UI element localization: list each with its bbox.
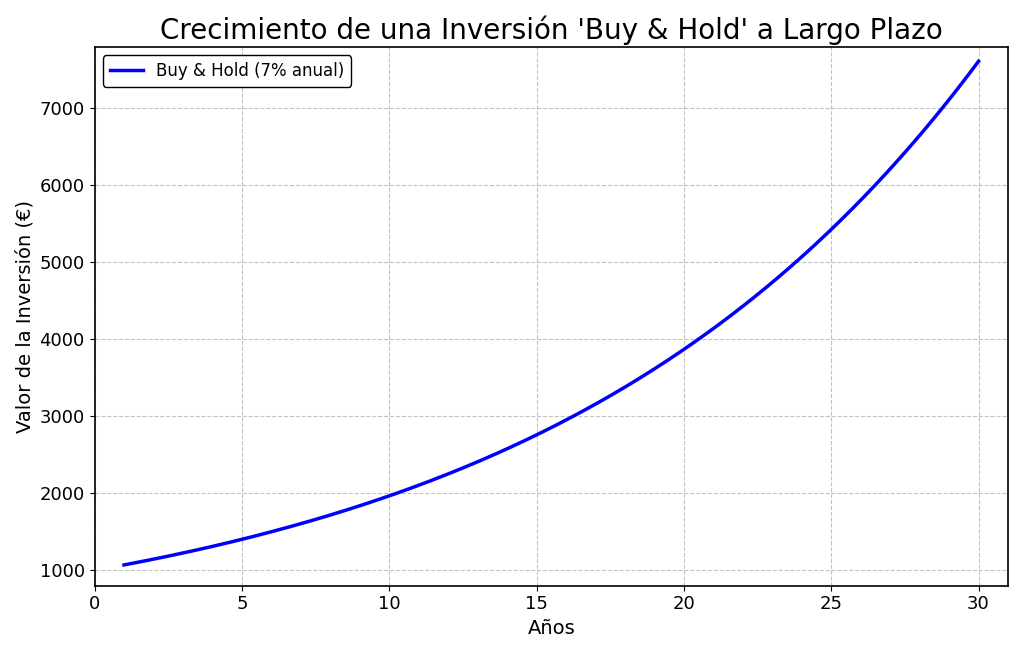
Buy & Hold (7% anual) [973,57,985,65]
Buy & Hold (7% anual) [818,232,831,240]
X-axis label: Años: Años [528,619,575,638]
Line: Buy & Hold (7% anual): Buy & Hold (7% anual) [124,61,979,565]
Y-axis label: Valor de la Inversión (€): Valor de la Inversión (€) [15,200,34,433]
Title: Crecimiento de una Inversión 'Buy & Hold' a Largo Plazo: Crecimiento de una Inversión 'Buy & Hold… [160,15,942,44]
Buy & Hold (7% anual) [951,84,964,92]
Buy & Hold (7% anual) [529,432,541,439]
Buy & Hold (7% anual) [626,379,638,387]
Buy & Hold (7% anual) [118,561,130,569]
Legend: Buy & Hold (7% anual): Buy & Hold (7% anual) [103,55,351,86]
Buy & Hold (7% anual) [524,434,536,442]
Buy & Hold (7% anual) [580,406,592,413]
